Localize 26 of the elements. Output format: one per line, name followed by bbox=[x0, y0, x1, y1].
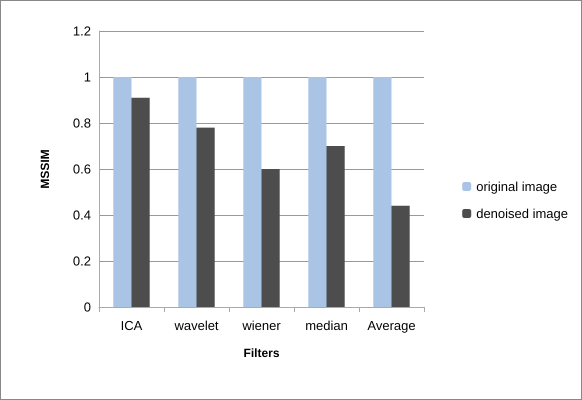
bar bbox=[178, 77, 196, 307]
legend-label: denoised image bbox=[476, 206, 568, 221]
bar bbox=[326, 146, 345, 307]
bar bbox=[373, 77, 392, 307]
y-tick-label: 0 bbox=[84, 300, 91, 314]
x-axis-title: Filters bbox=[243, 346, 280, 360]
y-tick-label: 0.4 bbox=[72, 208, 91, 222]
y-tick-label: 0.6 bbox=[72, 162, 91, 176]
bar bbox=[132, 98, 150, 307]
bar bbox=[392, 206, 410, 307]
y-tick-label: 0.8 bbox=[72, 116, 91, 130]
y-axis-title: MSSIM bbox=[38, 149, 52, 189]
bar bbox=[243, 77, 262, 307]
x-tick-label: wiener bbox=[241, 318, 282, 333]
y-tick-label: 0.2 bbox=[72, 254, 91, 268]
y-tick-label: 1.2 bbox=[72, 24, 91, 38]
y-tick-label: 1 bbox=[84, 70, 91, 84]
x-tick-label: ICA bbox=[120, 318, 143, 333]
x-tick-label: median bbox=[305, 318, 348, 333]
bar bbox=[262, 169, 280, 307]
bar bbox=[113, 77, 132, 307]
legend-label: original image bbox=[476, 179, 558, 194]
bar bbox=[196, 128, 215, 307]
bar bbox=[308, 77, 326, 307]
x-tick-label: wavelet bbox=[173, 318, 219, 333]
x-tick-label: Average bbox=[367, 318, 416, 333]
